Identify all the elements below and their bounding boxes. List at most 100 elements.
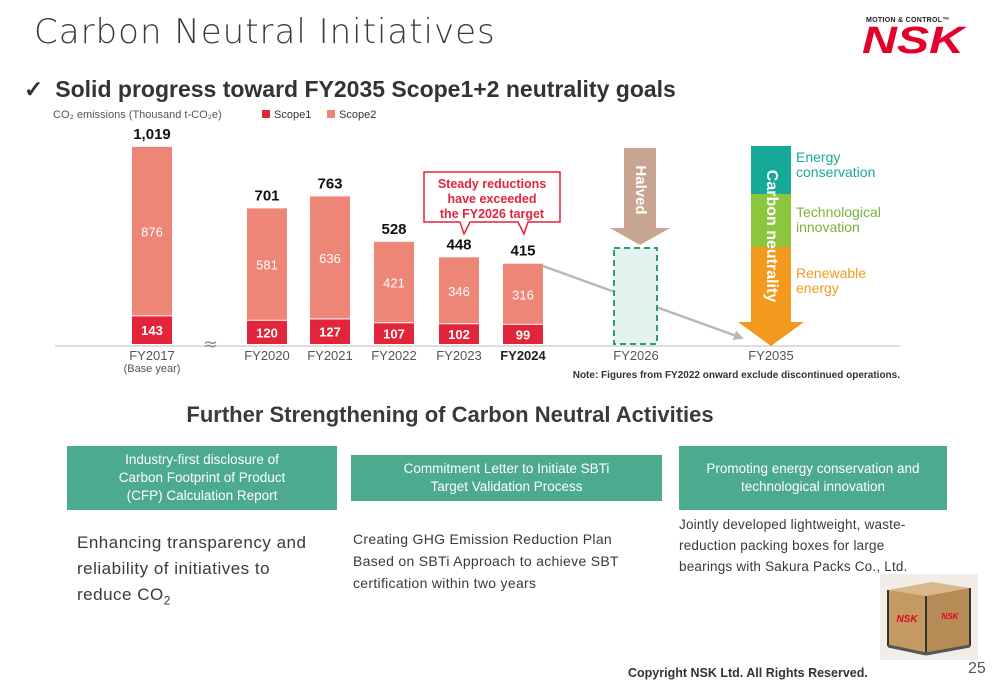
activity-desc-sbti-line-3: certification within two years <box>353 575 537 591</box>
x-label-fy2022: FY2022 <box>371 348 417 363</box>
total-fy2020: 701 <box>254 187 279 204</box>
base-year-note: (Base year) <box>124 363 181 375</box>
label-scope1-fy2022: 107 <box>383 327 405 342</box>
x-label-fy2024: FY2024 <box>500 348 546 363</box>
x-label-fy2026: FY2026 <box>613 348 659 363</box>
nsk-logo: NSK <box>862 22 966 56</box>
legend-swatch-scope2 <box>327 110 335 118</box>
label-scope2-fy2021: 636 <box>319 251 341 266</box>
x-label-fy2021: FY2021 <box>307 348 353 363</box>
total-fy2022: 528 <box>381 221 406 238</box>
activity-header-energy-line-2: technological innovation <box>740 479 886 494</box>
label-scope2-fy2023: 346 <box>448 284 470 299</box>
activity-desc-energy-line-3: bearings with Sakura Packs Co., Ltd. <box>679 559 908 574</box>
activity-header-sbti-line-2: Target Validation Process <box>430 479 583 494</box>
activity-desc-cfp-line-2: reliability of initiatives to <box>77 559 271 578</box>
crate-logo-front: NSK <box>896 614 918 625</box>
x-label-fy2035: FY2035 <box>748 348 794 363</box>
activity-desc-cfp-line-1: Enhancing transparency and <box>77 533 307 552</box>
activity-header-sbti: Commitment Letter to Initiate SBTi Targe… <box>351 455 662 501</box>
total-fy2017: 1,019 <box>133 126 171 143</box>
activity-header-cfp: Industry-first disclosure of Carbon Foot… <box>67 446 337 510</box>
bar-scope2-fy2020 <box>247 208 287 320</box>
total-fy2021: 763 <box>317 175 342 192</box>
activity-desc-sbti-line-1: Creating GHG Emission Reduction Plan <box>353 531 613 547</box>
callout-box: Steady reductions have exceeded the FY20… <box>423 171 561 236</box>
bar-scope1-fy2022 <box>374 323 414 344</box>
bar-scope1-fy2017 <box>132 316 172 344</box>
x-label-fy2020: FY2020 <box>244 348 290 363</box>
activity-desc-cfp-line-3: reduce CO <box>77 585 164 604</box>
label-scope2-fy2024: 316 <box>512 287 534 302</box>
label-scope1-fy2023: 102 <box>448 327 470 342</box>
x-label-fy2017: FY2017 <box>129 348 175 363</box>
fy2026-target-box <box>613 247 658 345</box>
activity-desc-sbti-line-2: Based on SBTi Approach to achieve SBT <box>353 553 619 569</box>
co2-subscript: 2 <box>163 593 171 608</box>
bar-scope1-fy2024 <box>503 324 543 344</box>
energy-conservation-line-2: conservation <box>796 164 875 180</box>
activity-desc-energy-line-2: reduction packing boxes for large <box>679 538 885 553</box>
legend-swatch-scope1 <box>262 110 270 118</box>
bar-scope1-fy2020 <box>247 320 287 344</box>
logo-tagline: MOTION & CONTROL™ <box>866 17 950 24</box>
section-title: Further Strengthening of Carbon Neutral … <box>186 402 714 427</box>
activity-desc-energy-line-1: Jointly developed lightweight, waste- <box>679 517 906 532</box>
callout-line-2: have exceeded <box>448 192 537 206</box>
carbon-neutrality-arrow: Carbon neutrality <box>738 146 804 346</box>
page-number: 25 <box>968 660 986 677</box>
activity-desc-energy: Jointly developed lightweight, waste- re… <box>679 514 908 577</box>
activity-desc-cfp: Enhancing transparency and reliability o… <box>77 530 306 613</box>
bar-scope2-fy2022 <box>374 241 414 323</box>
activity-header-energy-line-1: Promoting energy conservation and <box>706 461 920 476</box>
packing-box-image: NSK NSK <box>880 574 978 660</box>
bars-group: 143 876 1,019 120 581 701 127 636 763 107 421 528 10… <box>132 126 543 344</box>
activity-header-cfp-line-2: Carbon Footprint of Product <box>118 470 286 485</box>
label-scope2-fy2022: 421 <box>383 276 405 291</box>
energy-conservation-line-1: Energy <box>796 149 840 165</box>
renewable-energy-line-1: Renewable <box>796 265 866 281</box>
bar-scope2-fy2024 <box>503 263 543 324</box>
activity-header-sbti-line-1: Commitment Letter to Initiate SBTi <box>403 461 610 476</box>
bar-scope1-fy2023 <box>439 324 479 344</box>
check-icon: ✓ <box>24 76 44 102</box>
tech-innovation-line-2: innovation <box>796 219 860 235</box>
activity-desc-sbti: Creating GHG Emission Reduction Plan Bas… <box>353 528 619 594</box>
carbon-neutrality-label: Carbon neutrality <box>763 170 780 303</box>
copyright: Copyright NSK Ltd. All Rights Reserved. <box>628 666 868 680</box>
subtitle-text: Solid progress toward FY2035 Scope1+2 ne… <box>55 76 676 102</box>
logo-text: NSK <box>862 22 966 56</box>
bar-scope1-fy2021 <box>310 319 350 344</box>
activity-header-cfp-line-3: (CFP) Calculation Report <box>126 488 278 503</box>
bar-scope2-fy2023 <box>439 257 479 324</box>
legend-label-scope1: Scope1 <box>274 109 311 121</box>
halved-label: Halved <box>632 165 649 214</box>
y-axis-label: CO₂ emissions (Thousand t-CO₂e) <box>53 109 222 121</box>
chart-note: Note: Figures from FY2022 onward exclude… <box>573 370 901 381</box>
label-scope1-fy2021: 127 <box>319 325 341 340</box>
emissions-chart: CO₂ emissions (Thousand t-CO₂e) Scope1 S… <box>53 109 901 381</box>
axis-break-icon: ≈ <box>203 334 218 355</box>
bar-scope2-fy2021 <box>310 196 350 319</box>
x-axis-labels: FY2017 FY2020 FY2021 FY2022 FY2023 FY2024 <box>129 348 546 363</box>
subtitle: ✓ Solid progress toward FY2035 Scope1+2 n… <box>24 76 676 103</box>
callout-line-3: the FY2026 target <box>440 207 545 221</box>
callout-line-1: Steady reductions <box>438 177 546 191</box>
total-fy2023: 448 <box>446 236 471 253</box>
label-scope1-fy2017: 143 <box>141 323 163 338</box>
total-fy2024: 415 <box>510 243 535 260</box>
crate-logo-side: NSK <box>942 612 960 621</box>
activity-header-energy: Promoting energy conservation and techno… <box>679 446 947 510</box>
tech-innovation-line-1: Technological <box>796 204 881 220</box>
halved-arrow: Halved <box>610 148 670 245</box>
page-title: Carbon Neutral Initiatives <box>34 12 496 52</box>
label-scope2-fy2017: 876 <box>141 225 163 240</box>
label-scope1-fy2020: 120 <box>256 325 278 340</box>
renewable-energy-line-2: energy <box>796 280 839 296</box>
bar-scope2-fy2017 <box>132 146 172 316</box>
legend-label-scope2: Scope2 <box>339 109 376 121</box>
x-label-fy2023: FY2023 <box>436 348 482 363</box>
label-scope1-fy2024: 99 <box>516 327 530 342</box>
activity-header-cfp-line-1: Industry-first disclosure of <box>125 452 279 467</box>
label-scope2-fy2020: 581 <box>256 258 278 273</box>
